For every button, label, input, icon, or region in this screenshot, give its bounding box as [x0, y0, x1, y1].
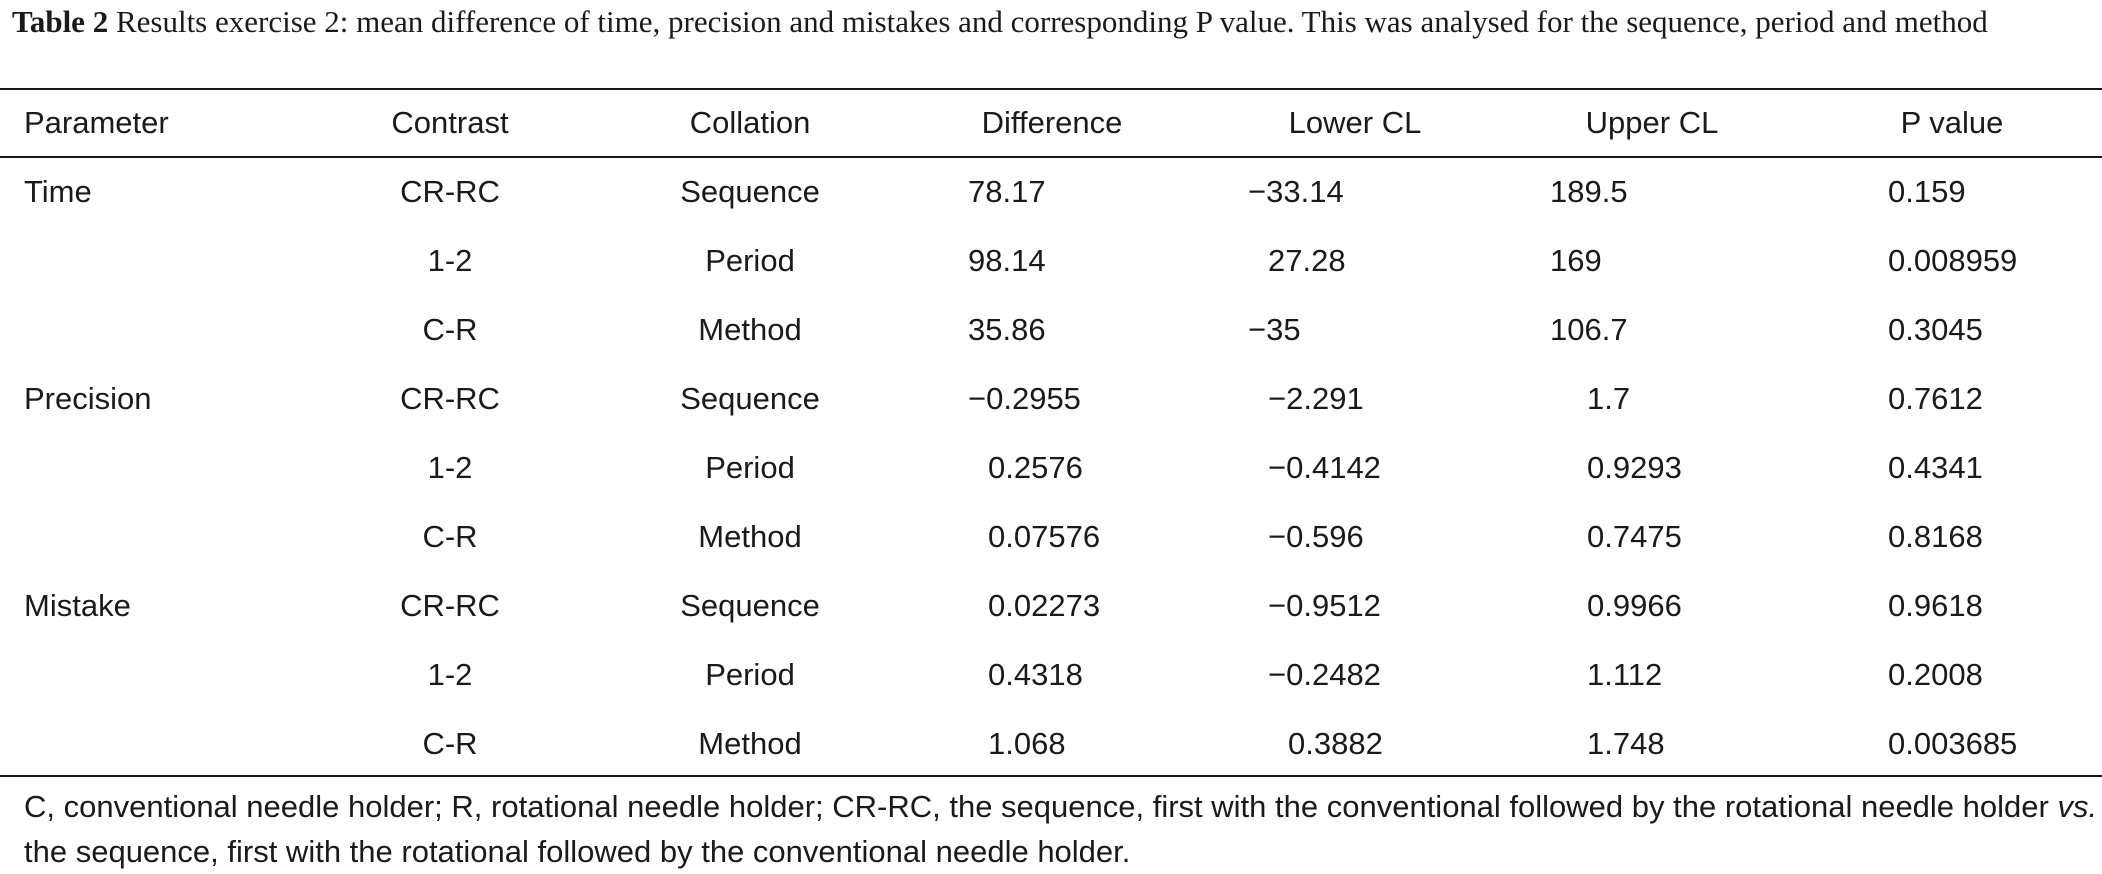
cell-collation: Method [698, 312, 802, 347]
cell-parameter: Mistake [24, 588, 131, 623]
cell-p-value: 0.4341 [1888, 450, 1983, 485]
cell-p-value: 0.7612 [1888, 381, 1983, 416]
cell-upper-cl: 0.9293 [1587, 450, 1682, 485]
cell-difference: −0.2955 [968, 381, 1081, 416]
cell-parameter: Time [24, 174, 92, 209]
cell-collation: Method [698, 519, 802, 554]
cell-p-value: 0.8168 [1888, 519, 1983, 554]
cell-difference: 98.14 [968, 243, 1046, 278]
cell-lower-cl: −0.9512 [1268, 588, 1381, 623]
header-upper-cl: Upper CL [1585, 105, 1719, 140]
cell-upper-cl: 1.112 [1587, 657, 1663, 692]
cell-p-value: 0.2008 [1888, 657, 1983, 692]
cell-upper-cl: 1.748 [1587, 726, 1665, 761]
cell-contrast: CR-RC [400, 174, 500, 209]
cell-collation: Method [698, 726, 802, 761]
cell-contrast: 1-2 [427, 243, 473, 278]
cell-upper-cl: 106.7 [1550, 312, 1628, 347]
cell-lower-cl: −2.291 [1268, 381, 1364, 416]
cell-collation: Sequence [680, 588, 820, 623]
cell-lower-cl: −33.14 [1248, 174, 1344, 209]
cell-difference: 0.02273 [988, 588, 1101, 623]
table-caption-label: Table 2 [12, 4, 109, 39]
cell-p-value: 0.159 [1888, 174, 1966, 209]
cell-lower-cl: 27.28 [1268, 243, 1346, 278]
header-p-value: P value [1900, 105, 2004, 140]
cell-difference: 0.2576 [988, 450, 1083, 485]
cell-contrast: 1-2 [427, 657, 473, 692]
footnote-text-part1: C, conventional needle holder; R, rotati… [24, 789, 2058, 824]
cell-contrast: CR-RC [400, 588, 500, 623]
cell-upper-cl: 1.7 [1587, 381, 1631, 416]
cell-difference: 0.07576 [988, 519, 1101, 554]
cell-contrast: C-R [422, 519, 478, 554]
footnote-vs: vs. [2057, 789, 2098, 824]
cell-upper-cl: 169 [1550, 243, 1602, 278]
table-caption: Table 2 Results exercise 2: mean differe… [12, 0, 2092, 43]
table-top-rule [0, 88, 2102, 90]
cell-difference: 78.17 [968, 174, 1046, 209]
cell-lower-cl: −0.4142 [1268, 450, 1381, 485]
table-header-rule [0, 156, 2102, 158]
table-footnote: C, conventional needle holder; R, rotati… [24, 784, 2102, 874]
cell-upper-cl: 0.7475 [1587, 519, 1682, 554]
cell-difference: 0.4318 [988, 657, 1083, 692]
cell-p-value: 0.008959 [1888, 243, 2018, 278]
cell-p-value: 0.003685 [1888, 726, 2018, 761]
table-caption-text: Results exercise 2: mean difference of t… [115, 4, 1988, 39]
cell-upper-cl: 0.9966 [1587, 588, 1682, 623]
cell-collation: Period [705, 657, 795, 692]
cell-contrast: CR-RC [400, 381, 500, 416]
cell-upper-cl: 189.5 [1550, 174, 1628, 209]
header-contrast: Contrast [391, 105, 509, 140]
header-collation: Collation [689, 105, 811, 140]
cell-p-value: 0.9618 [1888, 588, 1983, 623]
cell-lower-cl: 0.3882 [1288, 726, 1383, 761]
cell-contrast: C-R [422, 312, 478, 347]
cell-lower-cl: −35 [1248, 312, 1301, 347]
cell-collation: Sequence [680, 381, 820, 416]
cell-difference: 35.86 [968, 312, 1046, 347]
cell-difference: 1.068 [988, 726, 1066, 761]
cell-parameter: Precision [24, 381, 152, 416]
cell-contrast: 1-2 [427, 450, 473, 485]
cell-lower-cl: −0.596 [1268, 519, 1364, 554]
header-lower-cl: Lower CL [1288, 105, 1422, 140]
header-parameter: Parameter [24, 105, 169, 140]
footnote-text-part2: the sequence, first with the rotational … [24, 834, 1131, 869]
cell-collation: Sequence [680, 174, 820, 209]
table-bottom-rule [0, 775, 2102, 777]
cell-collation: Period [705, 243, 795, 278]
cell-lower-cl: −0.2482 [1268, 657, 1381, 692]
header-difference: Difference [981, 105, 1123, 140]
cell-p-value: 0.3045 [1888, 312, 1983, 347]
cell-contrast: C-R [422, 726, 478, 761]
cell-collation: Period [705, 450, 795, 485]
